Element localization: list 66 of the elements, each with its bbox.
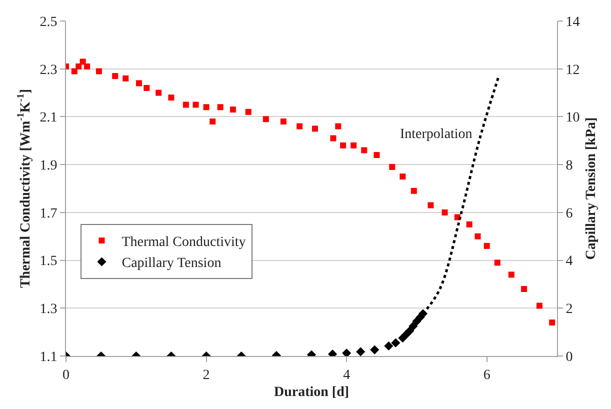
y2-axis-title: Capillary Tension [kPa] [584,117,600,260]
y2-tick-label: 6 [566,206,573,222]
point [296,123,303,130]
point [374,152,380,158]
point [428,202,434,208]
point [410,188,417,194]
x-tick-label: 6 [483,368,490,383]
y-tick-label: 2.3 [40,62,58,78]
y2-tick-label: 0 [566,350,573,365]
point [361,147,368,154]
point [76,63,82,70]
point [400,174,406,180]
y2-tick-label: 12 [566,62,580,78]
point [84,63,90,70]
point [112,73,118,80]
x-tick-label: 4 [343,368,350,383]
y2-tick-label: 4 [566,254,573,270]
legend-label: Thermal Conductivity [122,235,246,250]
point [136,80,142,86]
point [245,108,252,115]
point [442,209,448,216]
point [262,116,269,122]
point [182,102,189,108]
point [280,118,286,124]
legend-label: Capillary Tension [122,256,222,272]
x-tick-label: 0 [62,368,70,383]
point [350,142,357,148]
y2-tick-label: 14 [566,14,580,30]
point [521,286,528,292]
point [508,272,514,278]
point [192,102,199,108]
point [217,104,224,110]
point [203,104,210,110]
point [340,142,346,148]
point [144,85,150,91]
point [335,123,342,130]
point [168,94,174,101]
y-tick-label: 2.5 [40,14,58,30]
y-tick-label: 2.1 [40,110,58,126]
point [312,126,318,132]
point [96,68,102,74]
y-tick-label: 1.7 [40,206,58,222]
x-axis-title: Duration [d] [274,385,350,400]
point [474,233,481,240]
point [71,68,78,74]
point [330,135,336,142]
y-tick-label: 1.9 [40,158,58,174]
point [80,58,86,65]
y-tick-label: 1.3 [40,302,58,318]
point [549,320,556,326]
point [210,118,216,124]
y-tick-label: 1.5 [40,254,58,270]
y-tick-label: 1.1 [40,350,58,365]
y2-tick-label: 8 [566,158,573,174]
annotation: Interpolation [400,127,472,142]
point [389,164,396,170]
point [484,242,490,249]
point [466,221,472,228]
point [536,302,542,309]
y2-tick-label: 2 [566,302,573,318]
point [494,260,500,266]
y2-tick-label: 10 [566,110,580,126]
point [156,90,162,96]
x-tick-label: 2 [202,368,210,383]
point [230,106,236,113]
point [122,75,129,82]
